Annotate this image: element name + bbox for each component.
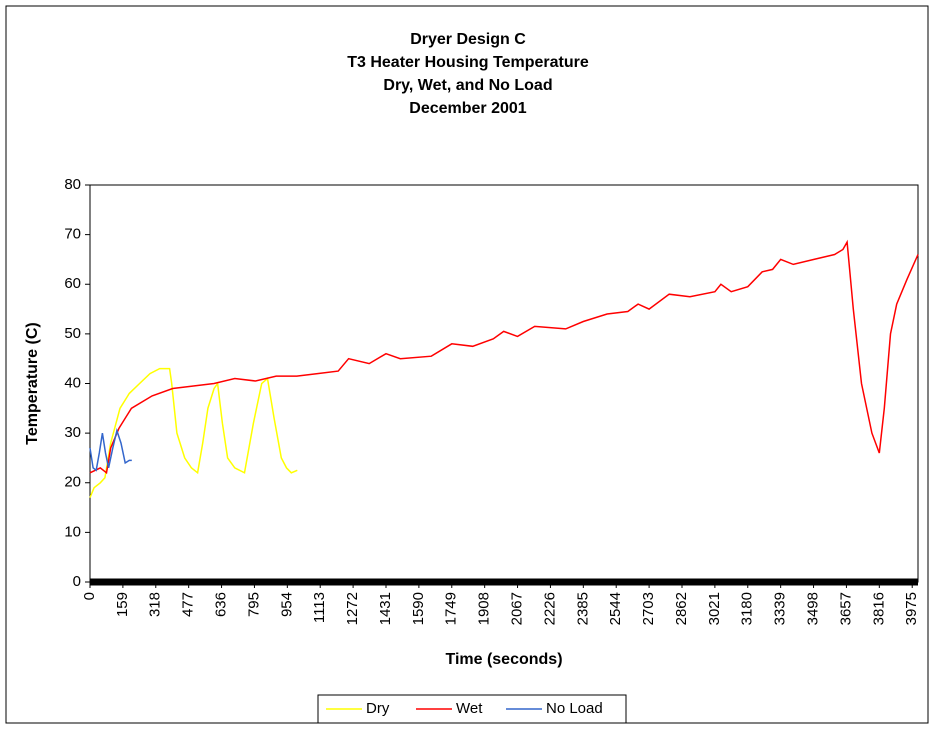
y-axis-label: Temperature (C) [24, 322, 41, 444]
x-tick-label: 1908 [476, 592, 493, 625]
series-line [89, 367, 298, 498]
x-tick-label: 3816 [870, 592, 887, 625]
y-tick-label: 10 [64, 523, 81, 540]
x-tick-label: 1590 [410, 592, 427, 625]
x-tick-label: 3021 [706, 592, 723, 625]
series-line [89, 239, 919, 475]
x-tick-label: 3657 [837, 592, 854, 625]
x-tick-label: 159 [114, 592, 131, 617]
x-tick-label: 2067 [509, 592, 526, 625]
legend-label: Dry [366, 700, 390, 717]
y-tick-label: 0 [73, 573, 81, 590]
x-tick-label: 1272 [344, 592, 361, 625]
x-tick-label: 795 [245, 592, 262, 617]
chart-title: Dry, Wet, and No Load [383, 77, 552, 94]
y-tick-label: 20 [64, 474, 81, 491]
x-tick-label: 1113 [311, 592, 328, 623]
x-tick-label: 636 [213, 592, 230, 617]
x-tick-label: 1431 [377, 592, 394, 625]
x-tick-label: 2703 [640, 592, 657, 625]
x-tick-label: 318 [147, 592, 164, 617]
y-tick-label: 30 [64, 424, 81, 441]
y-tick-label: 80 [64, 176, 81, 193]
legend-label: Wet [456, 700, 483, 717]
chart-title: December 2001 [409, 100, 527, 117]
x-tick-label: 2544 [607, 592, 624, 625]
chart-border [5, 5, 929, 724]
x-tick-label: 0 [81, 592, 98, 600]
x-tick-label: 2385 [574, 592, 591, 625]
x-tick-label: 2226 [541, 592, 558, 625]
series-line [89, 427, 132, 472]
y-tick-label: 40 [64, 374, 81, 391]
x-tick-label: 954 [278, 592, 295, 617]
y-tick-label: 50 [64, 325, 81, 342]
chart-title: Dryer Design C [410, 31, 526, 48]
legend-box [317, 694, 627, 724]
x-tick-label: 3180 [739, 592, 756, 625]
x-tick-label: 3498 [805, 592, 822, 625]
x-tick-label: 2862 [673, 592, 690, 625]
x-tick-label: 3975 [903, 592, 920, 625]
x-tick-label: 1749 [443, 592, 460, 625]
x-tick-label: 3339 [772, 592, 789, 625]
chart-title: T3 Heater Housing Temperature [347, 54, 589, 71]
x-axis-label: Time (seconds) [445, 651, 562, 668]
x-tick-label: 477 [180, 592, 197, 617]
y-tick-label: 70 [64, 226, 81, 243]
legend-label: No Load [546, 700, 603, 717]
y-tick-label: 60 [64, 275, 81, 292]
